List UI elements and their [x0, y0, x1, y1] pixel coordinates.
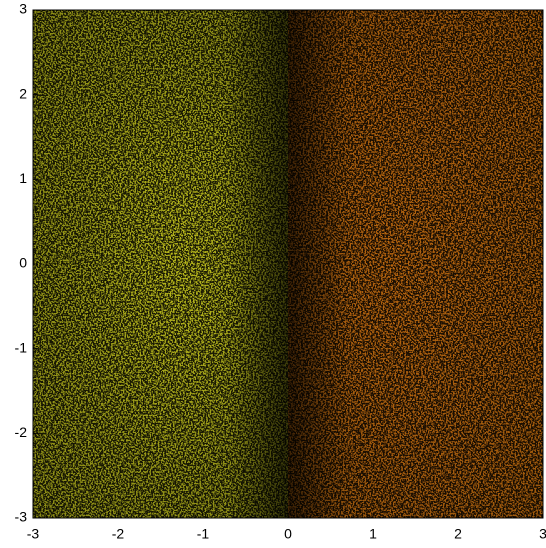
y-tick-label: -1	[15, 339, 28, 355]
x-tick-label: 0	[284, 526, 292, 542]
y-tick-label: -3	[15, 509, 28, 525]
y-tick-label: -2	[15, 424, 28, 440]
y-tick-label: 0	[19, 255, 27, 271]
x-tick-label: 3	[539, 526, 546, 542]
x-tick-label: 1	[369, 526, 377, 542]
y-tick-label: 1	[19, 170, 27, 186]
x-tick-label: -1	[197, 526, 210, 542]
x-tick-label: -3	[27, 526, 40, 542]
x-tick-label: -2	[112, 526, 125, 542]
y-tick-label: 2	[19, 85, 27, 101]
speckle	[33, 10, 543, 518]
plot-area	[33, 10, 543, 518]
chart: -3 -2 -1 0 1 2 3 -3 -2 -1 0 1 2 3	[0, 0, 546, 548]
y-tick-label: 3	[19, 1, 27, 17]
x-tick-label: 2	[454, 526, 462, 542]
